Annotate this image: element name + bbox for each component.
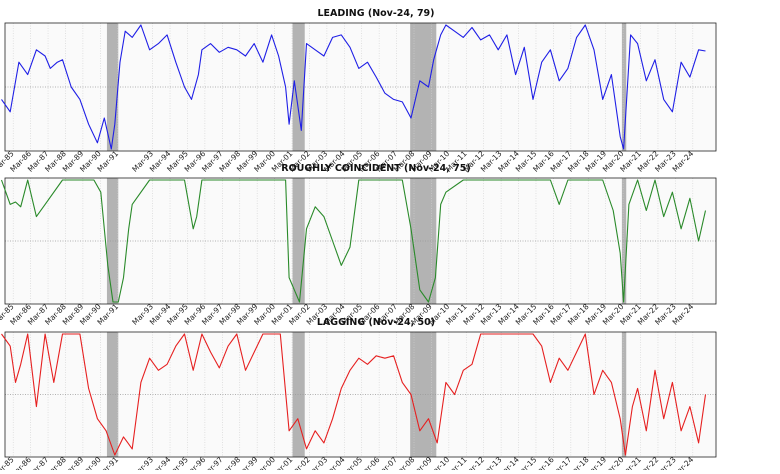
series-line (1, 333, 707, 456)
plot-frame (4, 177, 717, 305)
chart-title: LEADING (Nov-24, 79) (317, 8, 434, 19)
recession-band (292, 178, 305, 304)
chart-title: LAGGING (Nov-24, 50) (317, 317, 435, 328)
recession-band (292, 332, 305, 457)
chart-title: ROUGHLY COINCIDENT (Nov-24, 75) (281, 163, 470, 174)
recession-band (621, 23, 627, 151)
recession-band (621, 178, 627, 304)
chart-panel-1: LEADING (Nov-24, 79)Mar-85Mar-86Mar-87Ma… (0, 8, 717, 174)
plot-frame (4, 22, 717, 152)
series-line (1, 24, 706, 150)
plot-frame (4, 331, 717, 458)
series-line (0, 179, 707, 303)
chart-panel-2: ROUGHLY COINCIDENT (Nov-24, 75)Mar-85Mar… (0, 163, 717, 327)
recession-band (621, 332, 627, 457)
chart-panel-3: LAGGING (Nov-24, 50)Mar-85Mar-86Mar-87Ma… (0, 317, 717, 474)
